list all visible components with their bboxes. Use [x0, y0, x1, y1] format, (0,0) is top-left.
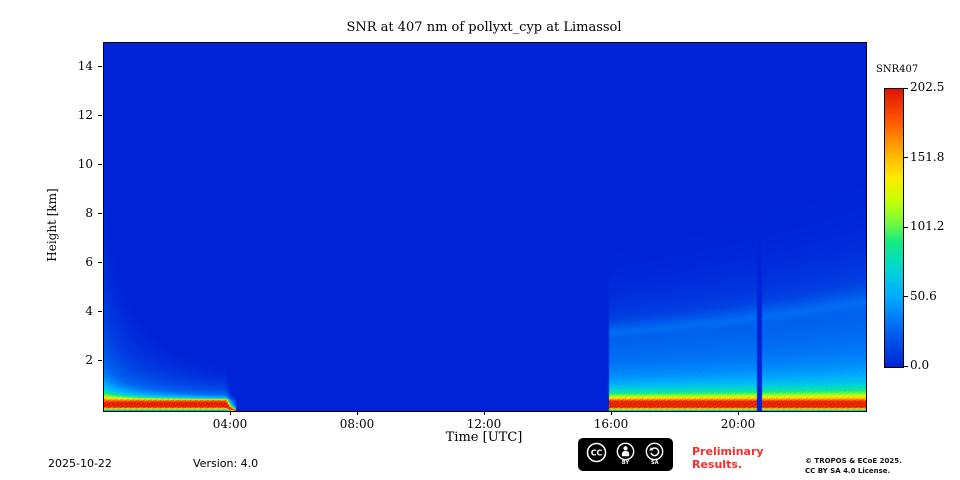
x-tick-mark — [483, 411, 485, 415]
colorbar — [884, 88, 904, 368]
y-tick-label: 8 — [85, 205, 93, 220]
x-axis-label: Time [UTC] — [445, 430, 523, 445]
y-tick-mark — [98, 66, 102, 68]
cc-icon: CC — [585, 442, 607, 468]
y-tick-label: 6 — [85, 254, 93, 269]
colorbar-tick-mark — [904, 296, 908, 298]
y-tick-mark — [98, 164, 102, 166]
colorbar-tick-label: 0.0 — [910, 358, 930, 372]
colorbar-tick-mark — [904, 226, 908, 228]
cc-license-badge[interactable]: CC BY SA — [578, 438, 673, 471]
y-tick-mark — [98, 115, 102, 117]
colorbar-tick-label: 101.2 — [910, 219, 945, 234]
colorbar-tick-label: 50.6 — [910, 288, 937, 303]
cc-sa-icon: SA — [644, 442, 666, 468]
chart-title: SNR at 407 nm of pollyxt_cyp at Limassol — [346, 20, 622, 35]
y-tick-mark — [98, 360, 102, 362]
colorbar-canvas — [885, 89, 903, 367]
y-tick-label: 4 — [85, 303, 93, 318]
y-tick-label: 2 — [85, 352, 93, 367]
x-tick-mark — [737, 411, 739, 415]
x-tick-label: 16:00 — [593, 417, 629, 431]
svg-text:CC: CC — [590, 448, 602, 457]
version-label: Version: 4.0 — [193, 457, 259, 470]
cc-sa-label: SA — [651, 459, 659, 466]
x-tick-mark — [356, 411, 358, 415]
y-tick-label: 14 — [77, 58, 93, 73]
colorbar-label: SNR407 — [876, 64, 919, 75]
copyright-label: © TROPOS & ECoE 2025. CC BY SA 4.0 Licen… — [805, 457, 902, 475]
colorbar-tick-mark — [904, 157, 908, 159]
x-tick-label: 04:00 — [212, 417, 248, 431]
x-tick-label: 12:00 — [466, 417, 502, 431]
colorbar-tick-label: 202.5 — [910, 80, 945, 94]
x-tick-label: 08:00 — [339, 417, 375, 431]
colorbar-tick-mark — [904, 87, 908, 89]
preliminary-results-label: Preliminary Results. — [692, 445, 764, 471]
y-tick-mark — [98, 213, 102, 215]
y-tick-label: 10 — [77, 156, 93, 171]
y-tick-label: 12 — [77, 107, 93, 122]
x-tick-label: 20:00 — [720, 417, 756, 431]
y-tick-mark — [98, 311, 102, 313]
colorbar-tick-mark — [904, 365, 908, 367]
colorbar-tick-label: 151.8 — [910, 149, 945, 164]
heatmap-canvas — [104, 43, 866, 411]
y-tick-mark — [98, 262, 102, 264]
heatmap-plot — [103, 42, 867, 412]
x-tick-mark — [229, 411, 231, 415]
cc-by-icon: BY — [615, 442, 637, 468]
x-tick-mark — [610, 411, 612, 415]
cc-by-label: BY — [621, 459, 630, 466]
date-label: 2025-10-22 — [48, 457, 112, 470]
